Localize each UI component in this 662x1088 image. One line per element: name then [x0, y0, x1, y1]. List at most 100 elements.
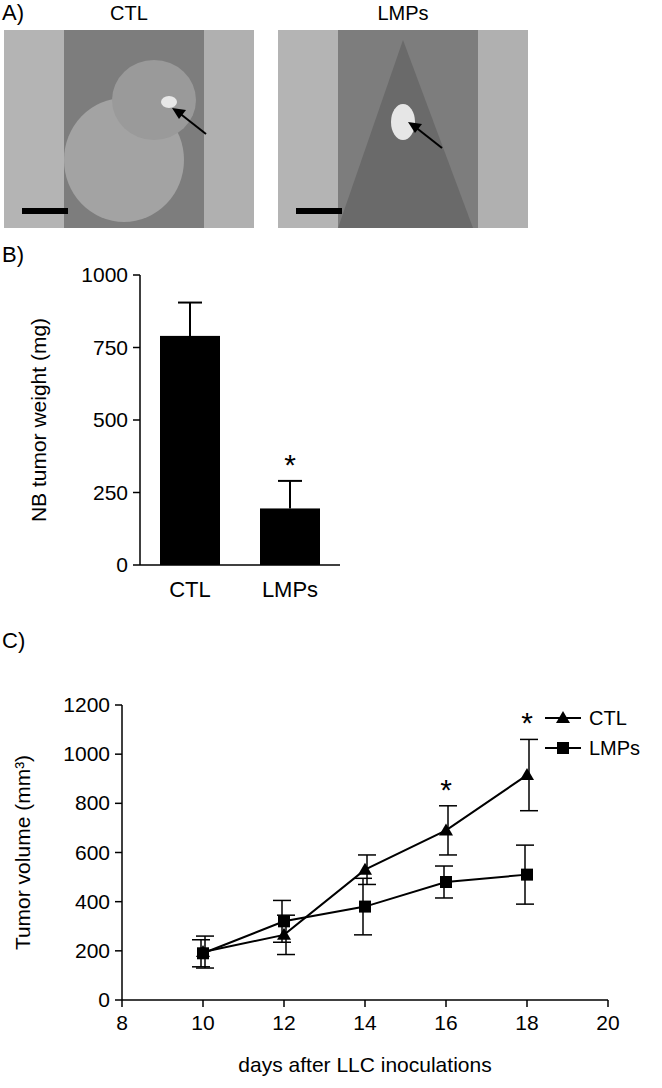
legend: CTL LMPs — [545, 707, 640, 759]
y-tick-label: 400 — [75, 890, 110, 913]
error-bar — [189, 303, 191, 336]
x-tick — [445, 1000, 447, 1007]
photo-skin — [4, 30, 64, 228]
x-tick — [283, 1000, 285, 1007]
photo-title: LMPs — [377, 2, 428, 24]
y-tick — [115, 950, 122, 952]
x-tick — [202, 1000, 204, 1007]
error-cap — [354, 878, 372, 880]
tumor — [391, 104, 415, 140]
error-cap — [520, 810, 538, 812]
error-cap — [178, 302, 202, 304]
error-cap — [358, 884, 376, 886]
panel-label: A) — [2, 0, 24, 25]
scale-bar — [22, 208, 68, 214]
x-tick — [121, 1000, 123, 1007]
cavity — [338, 40, 473, 228]
x-tick — [607, 1000, 609, 1007]
y-tick-label: 500 — [93, 408, 128, 431]
point — [197, 947, 209, 959]
point — [358, 863, 372, 875]
photo — [278, 30, 528, 228]
point — [277, 928, 291, 940]
photo-title: CTL — [110, 2, 148, 24]
y-tick-label: 1200 — [63, 693, 110, 716]
point — [440, 876, 452, 888]
x-tick-label: 16 — [434, 1011, 457, 1034]
y-tick — [115, 852, 122, 854]
x-tick-label: 14 — [353, 1011, 377, 1034]
error-cap — [273, 941, 291, 943]
y-tick-label: 600 — [75, 841, 110, 864]
y-tick — [115, 999, 122, 1001]
photo-skin — [204, 30, 254, 228]
y-tick — [133, 492, 140, 494]
x-tick-label: 20 — [596, 1011, 619, 1034]
plot-area — [192, 739, 538, 968]
y-tick-label: 1000 — [63, 742, 110, 765]
photo-background — [278, 30, 528, 228]
y-tick — [115, 753, 122, 755]
photo — [4, 30, 254, 228]
x-tick-label: 12 — [272, 1011, 295, 1034]
y-tick-label: 200 — [75, 939, 110, 962]
panel-label: B) — [2, 242, 24, 267]
figure: A) CTL LMPs B) CTL LMPs 0 250 500 750 1000 NB tumor… — [0, 0, 662, 1088]
line — [203, 875, 527, 954]
bar — [160, 336, 220, 565]
plot-area — [160, 303, 320, 565]
y-tick — [115, 704, 122, 706]
y-tick-label: 800 — [75, 791, 110, 814]
y-tick-label: 0 — [116, 553, 128, 576]
highlight — [161, 96, 177, 108]
panel-label: C) — [2, 628, 25, 653]
x-axis — [140, 564, 340, 566]
y-tick-label: 750 — [93, 336, 128, 359]
error-cap — [358, 854, 376, 856]
legend-marker — [557, 742, 569, 754]
y-tick — [115, 901, 122, 903]
error-cap — [435, 865, 453, 867]
x-tick-label: 8 — [116, 1011, 128, 1034]
x-tick — [364, 1000, 366, 1007]
x-tick-label: LMPs — [262, 577, 318, 602]
y-tick-label: 0 — [98, 988, 110, 1011]
y-tick — [115, 803, 122, 805]
x-tick-label: CTL — [169, 577, 211, 602]
x-tick-label: 10 — [191, 1011, 214, 1034]
error-cap — [354, 934, 372, 936]
error-cap — [439, 854, 457, 856]
y-tick — [133, 419, 140, 421]
y-axis-label: NB tumor weight (mg) — [27, 318, 50, 522]
x-tick-label: 18 — [515, 1011, 538, 1034]
arrow — [178, 112, 206, 134]
x-axis-label: days after LLC inoculations — [238, 1053, 491, 1076]
error-cap — [516, 844, 534, 846]
point — [521, 869, 533, 881]
y-tick — [133, 347, 140, 349]
significance: * — [284, 448, 296, 481]
bar — [260, 508, 320, 565]
error-bar — [289, 481, 291, 509]
error-cap — [277, 954, 295, 956]
point — [520, 768, 534, 780]
photo-background — [4, 30, 254, 228]
line — [203, 775, 527, 952]
error-cap — [516, 903, 534, 905]
point — [278, 915, 290, 927]
scale-bar — [296, 208, 342, 214]
legend-label: CTL — [589, 707, 627, 729]
y-tick — [133, 274, 140, 276]
point — [359, 901, 371, 913]
point — [439, 823, 453, 835]
error-cap — [435, 897, 453, 899]
x-tick — [526, 1000, 528, 1007]
error-cap — [196, 935, 214, 937]
y-tick-label: 250 — [93, 481, 128, 504]
legend-label: LMPs — [589, 737, 640, 759]
photo-skin — [478, 30, 528, 228]
photo-skin — [278, 30, 338, 228]
error-cap — [273, 900, 291, 902]
tumor — [112, 60, 196, 140]
significance: * — [440, 773, 452, 806]
